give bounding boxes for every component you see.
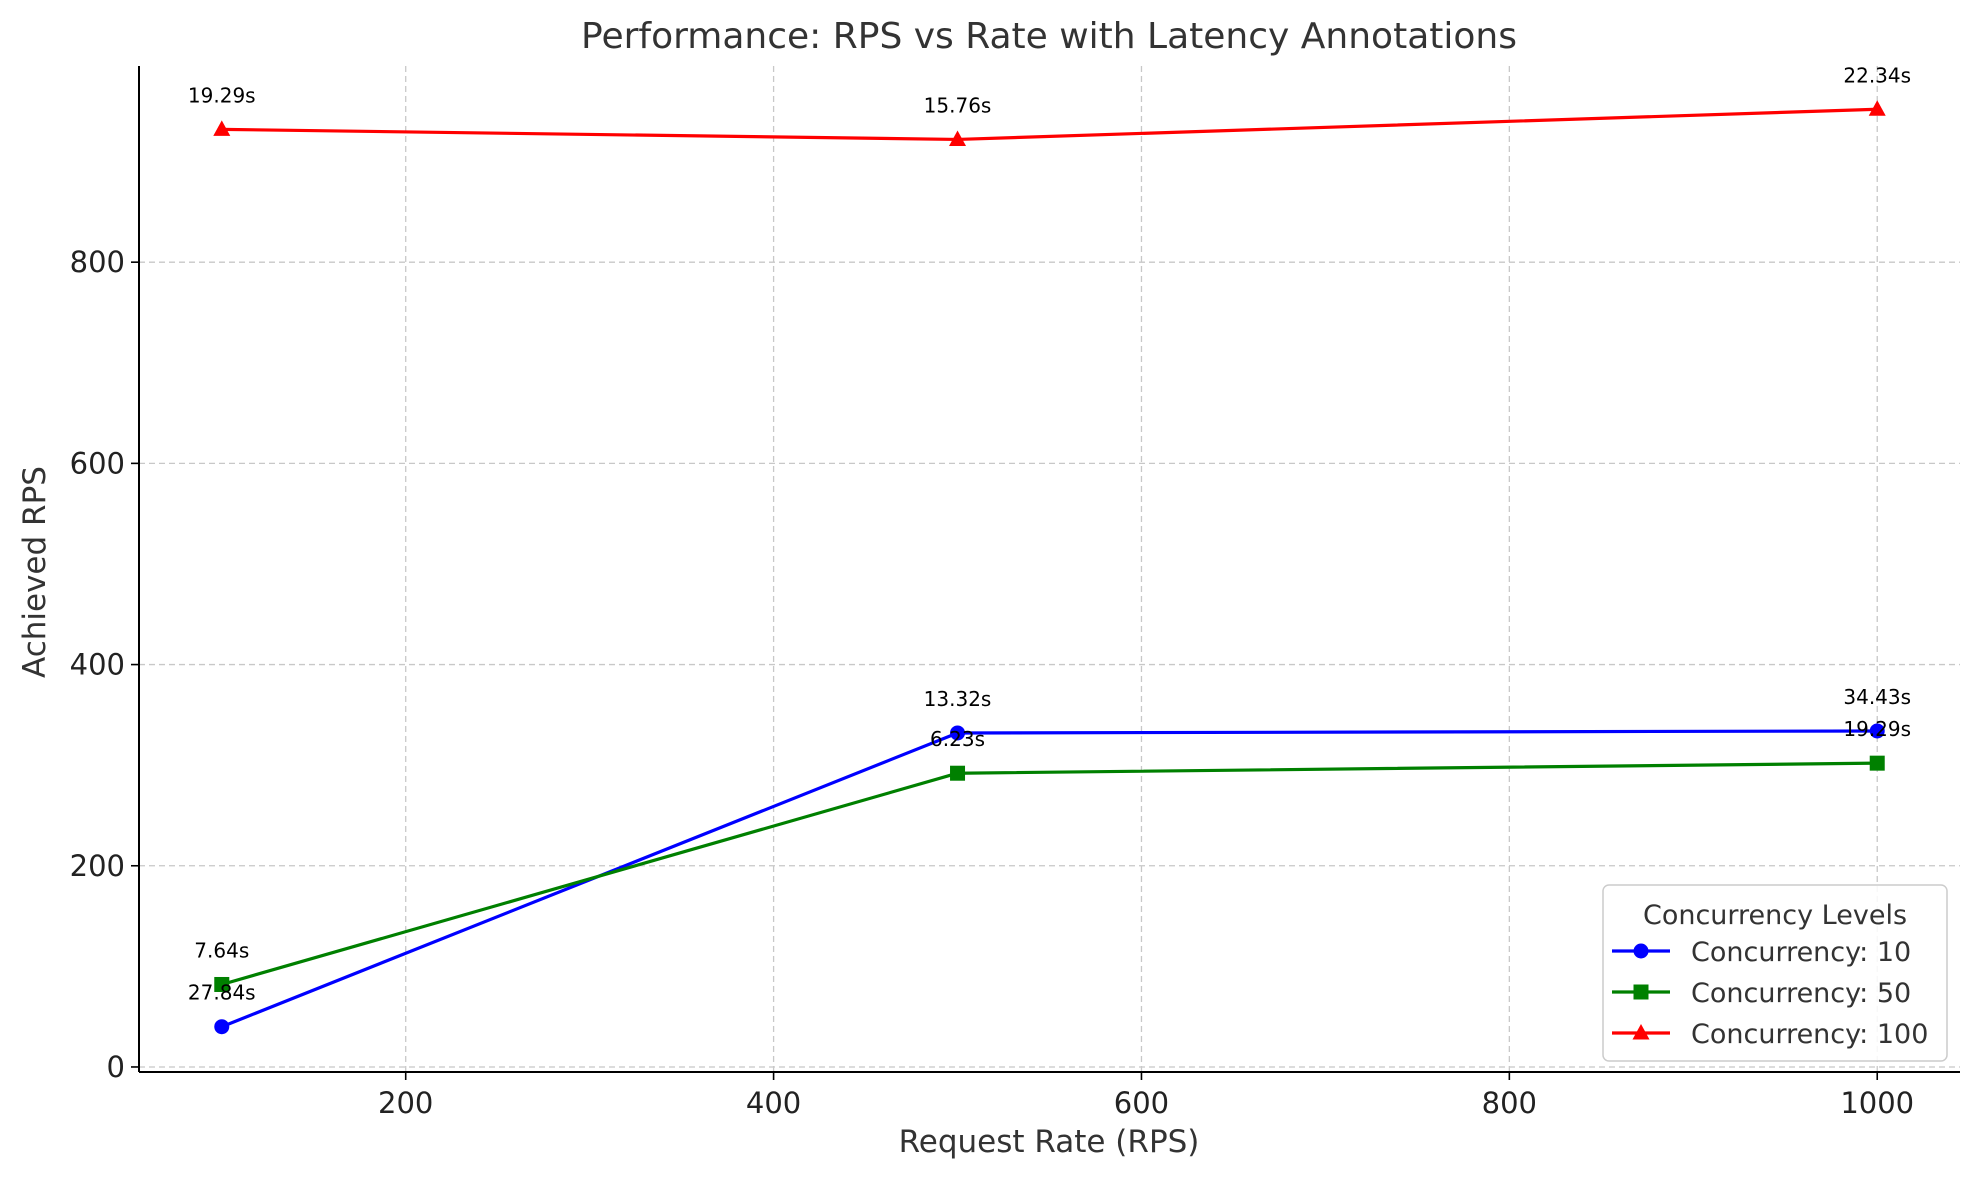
legend-title: Concurrency Levels <box>1643 900 1907 931</box>
latency-annotation: 19.29s <box>1843 717 1911 741</box>
y-tick-label: 200 <box>70 849 125 883</box>
latency-annotation: 15.76s <box>924 93 992 117</box>
data-point-1-2 <box>1869 755 1885 771</box>
chart-title: Performance: RPS vs Rate with Latency An… <box>581 16 1517 57</box>
y-tick-label: 800 <box>70 245 125 279</box>
x-tick-label: 400 <box>746 1086 801 1120</box>
data-point-0-1 <box>950 725 966 741</box>
y-tick-label: 0 <box>107 1050 125 1084</box>
latency-annotation: 6.23s <box>930 727 985 751</box>
legend-entry-0: Concurrency: 10 <box>1691 937 1911 968</box>
latency-annotation: 34.43s <box>1843 685 1911 709</box>
legend-entry-1: Concurrency: 50 <box>1691 978 1911 1009</box>
legend-entry-2: Concurrency: 100 <box>1691 1019 1928 1050</box>
grid <box>139 66 1960 1072</box>
latency-annotation: 22.34s <box>1843 63 1911 87</box>
data-point-0-0 <box>214 1019 230 1035</box>
series-line-2 <box>221 107 1878 142</box>
latency-annotation: 7.64s <box>194 938 249 962</box>
y-axis-label: Achieved RPS <box>17 466 53 678</box>
latency-annotation: 19.29s <box>188 83 256 107</box>
x-axis-label: Request Rate (RPS) <box>899 1124 1200 1160</box>
x-tick-label: 200 <box>378 1086 433 1120</box>
annotation-layer: 27.84s 13.32s 34.43s 7.64s 6.23s 19.29s 19.29s… <box>188 63 1911 1004</box>
x-tick-label: 800 <box>1482 1086 1537 1120</box>
data-point-1-0 <box>214 976 230 992</box>
legend-marker-0 <box>1633 943 1649 959</box>
axes: 200 400 600 800 1000 0 200 400 600 800 <box>70 66 1960 1120</box>
data-point-2-0 <box>213 120 231 136</box>
data-point-1-1 <box>950 765 966 781</box>
y-tick-label: 400 <box>70 648 125 682</box>
x-tick-label: 1000 <box>1840 1086 1914 1120</box>
latency-annotation: 13.32s <box>924 687 992 711</box>
data-point-2-2 <box>1868 100 1886 116</box>
legend: Concurrency Levels Concurrency: 10 Concurr… <box>1602 884 1948 1062</box>
series-layer <box>213 100 1886 1035</box>
y-tick-label: 600 <box>70 446 125 480</box>
latency-annotation: 27.84s <box>188 981 256 1005</box>
data-point-2-1 <box>949 130 967 146</box>
x-tick-label: 600 <box>1114 1086 1169 1120</box>
legend-marker-2 <box>1632 1024 1650 1040</box>
data-point-0-2 <box>1869 723 1885 739</box>
legend-box <box>1602 884 1948 1062</box>
legend-marker-1 <box>1633 984 1649 1000</box>
